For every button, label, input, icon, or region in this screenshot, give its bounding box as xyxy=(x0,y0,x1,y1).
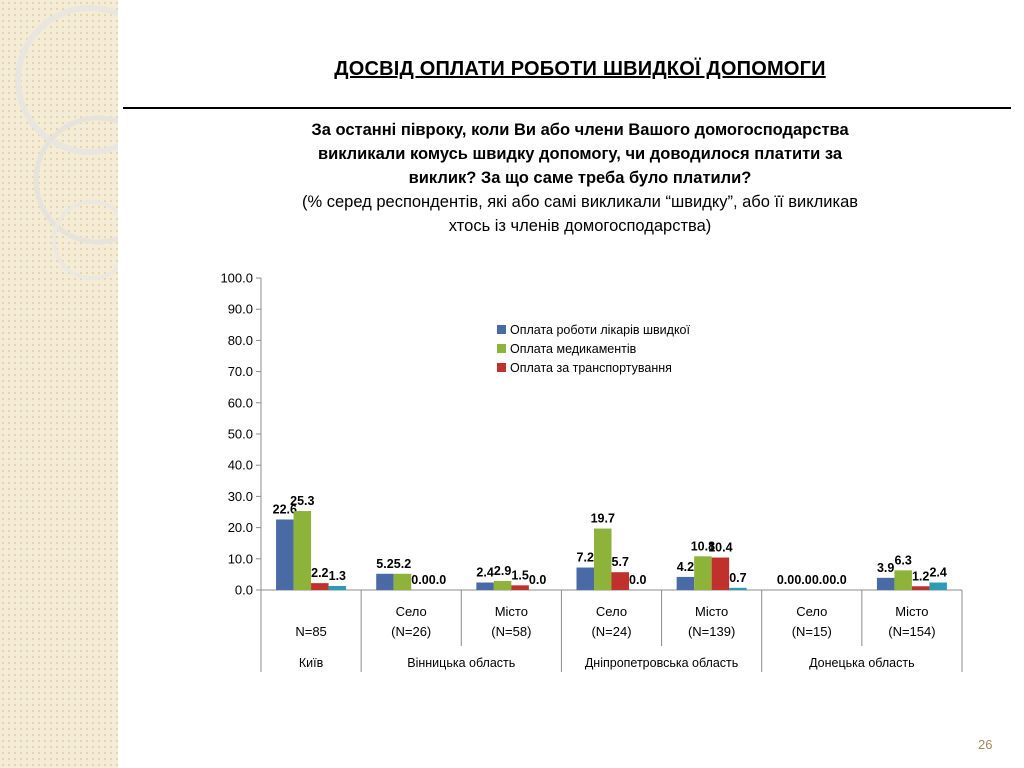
y-tick-label: 90.0 xyxy=(228,302,253,317)
bar xyxy=(929,582,947,590)
data-label: 0.7 xyxy=(729,571,746,585)
data-label: 2.4 xyxy=(929,566,946,580)
y-tick-label: 70.0 xyxy=(228,364,253,379)
data-label: 2.4 xyxy=(476,566,493,580)
data-label: 1.3 xyxy=(329,569,346,583)
data-label: 19.7 xyxy=(591,512,615,526)
bar xyxy=(729,587,747,590)
group-label: Донецька область xyxy=(809,656,915,670)
bar xyxy=(676,576,695,590)
category-label: Село xyxy=(796,604,827,619)
category-label: Село xyxy=(596,604,627,619)
y-tick-label: 30.0 xyxy=(228,489,253,504)
data-label: 0.0 xyxy=(794,573,811,587)
bar xyxy=(576,567,594,590)
category-n-label: (N=26) xyxy=(391,624,431,639)
bar xyxy=(376,573,394,590)
data-label: 22.6 xyxy=(273,502,297,516)
data-label: 0.0 xyxy=(829,573,846,587)
legend-label: Оплата за транспортування xyxy=(510,361,672,375)
data-label: 0.0 xyxy=(629,573,646,587)
data-label: 1.5 xyxy=(511,568,528,582)
data-label: 0.0 xyxy=(777,573,794,587)
note-line: хтось із членів домогосподарства) xyxy=(448,217,712,235)
bar xyxy=(276,519,294,590)
group-label: Київ xyxy=(299,656,324,670)
category-n-label: (N=15) xyxy=(792,624,832,639)
question-line: За останні півроку, коли Ви або члени Ва… xyxy=(311,121,849,139)
question-line: виклик? За що саме треба було платили? xyxy=(408,169,752,187)
bar xyxy=(611,572,629,590)
slide-title: ДОСВІД ОПЛАТИ РОБОТИ ШВИДКОЇ ДОПОМОГИ xyxy=(334,58,826,80)
group-label: Вінницька область xyxy=(407,656,515,670)
data-label: 10.4 xyxy=(708,541,732,555)
bar xyxy=(911,586,930,590)
category-n-label: (N=139) xyxy=(688,624,735,639)
category-n-label: (N=154) xyxy=(888,624,935,639)
slide-number: 26 xyxy=(978,737,993,752)
title-divider xyxy=(123,107,1011,109)
data-label: 0.0 xyxy=(411,573,428,587)
bar xyxy=(493,580,512,590)
bar xyxy=(694,556,712,590)
y-tick-label: 20.0 xyxy=(228,520,253,535)
bar xyxy=(511,585,529,590)
y-tick-label: 100.0 xyxy=(220,271,253,286)
side-decoration xyxy=(0,0,118,768)
y-tick-label: 60.0 xyxy=(228,395,253,410)
legend-swatch xyxy=(497,325,506,334)
category-label: Місто xyxy=(495,604,528,619)
category-label: Місто xyxy=(895,604,928,619)
data-label: 7.2 xyxy=(577,551,594,565)
y-tick-label: 10.0 xyxy=(228,551,253,566)
bar xyxy=(328,585,347,590)
data-label: 5.2 xyxy=(394,557,411,571)
bar xyxy=(594,528,612,590)
data-label: 0.0 xyxy=(529,573,546,587)
data-label: 0.0 xyxy=(429,573,446,587)
data-label: 2.2 xyxy=(311,566,328,580)
data-label: 4.2 xyxy=(677,560,694,574)
y-tick-label: 80.0 xyxy=(228,333,253,348)
category-n-label: N=85 xyxy=(295,624,326,639)
bar xyxy=(393,573,412,590)
bar xyxy=(476,582,494,590)
data-label: 3.9 xyxy=(877,561,894,575)
data-label: 10.8 xyxy=(691,539,715,553)
bar xyxy=(876,577,895,590)
legend-swatch xyxy=(497,344,506,353)
group-label: Дніпропетровська область xyxy=(585,656,738,670)
note-line: (% серед респондентів, які або самі викл… xyxy=(301,193,859,211)
bar xyxy=(894,570,912,590)
bar xyxy=(293,511,312,590)
y-tick-label: 50.0 xyxy=(228,427,253,442)
data-label: 6.3 xyxy=(894,553,911,567)
y-tick-label: 40.0 xyxy=(228,458,253,473)
data-label: 1.2 xyxy=(912,569,929,583)
category-label: Місто xyxy=(695,604,728,619)
bar xyxy=(711,557,730,590)
bar xyxy=(311,583,329,590)
legend-swatch xyxy=(497,363,506,372)
data-label: 5.7 xyxy=(612,555,629,569)
question-line: викликали комусь швидку допомогу, чи дов… xyxy=(317,145,843,163)
category-n-label: (N=24) xyxy=(591,624,631,639)
legend-label: Оплата роботи лікарів швидкої xyxy=(510,323,691,337)
data-label: 25.3 xyxy=(290,494,314,508)
data-label: 2.9 xyxy=(494,564,511,578)
category-n-label: (N=58) xyxy=(491,624,531,639)
data-label: 5.2 xyxy=(376,557,393,571)
question-text: За останні півроку, коли Ви або члени Ва… xyxy=(200,118,960,238)
legend-label: Оплата медикаментів xyxy=(510,342,637,356)
y-tick-label: 0.0 xyxy=(235,583,253,598)
data-label: 0.0 xyxy=(812,573,829,587)
category-label: Село xyxy=(396,604,427,619)
